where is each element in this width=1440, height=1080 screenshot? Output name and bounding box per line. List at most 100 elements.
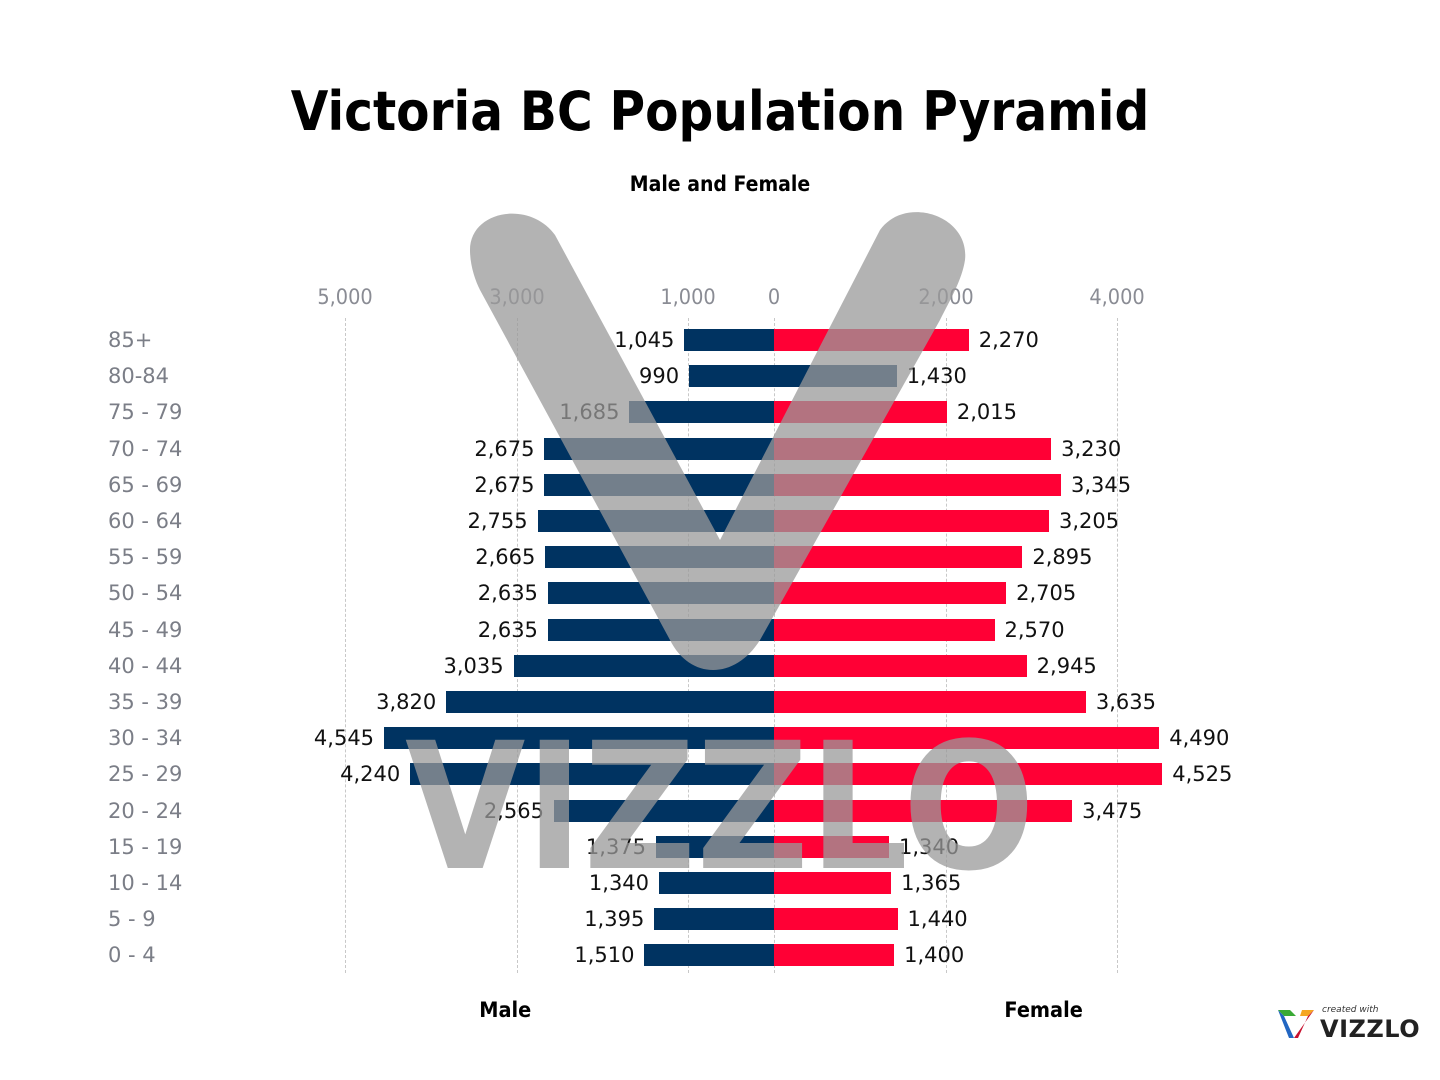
female-bar[interactable]: [774, 835, 889, 858]
gridline: [1117, 318, 1119, 973]
vizzlo-logo-icon: [1278, 1010, 1314, 1038]
age-group-label: 75 - 79: [108, 400, 183, 425]
female-value-label: 3,345: [1071, 472, 1132, 497]
age-group-label: 20 - 24: [108, 798, 183, 823]
female-bar[interactable]: [774, 799, 1073, 822]
male-bar[interactable]: [553, 799, 774, 822]
male-value-label: 2,675: [474, 436, 535, 461]
age-group-label: 35 - 39: [108, 690, 183, 714]
male-bar[interactable]: [513, 654, 774, 677]
female-value-label: 3,230: [1061, 436, 1122, 461]
age-group-label: 40 - 44: [108, 653, 183, 678]
male-bar[interactable]: [656, 835, 774, 858]
male-value-label: 1,685: [559, 400, 620, 425]
male-bar[interactable]: [537, 510, 774, 532]
male-value-label: 990: [638, 364, 680, 389]
age-group-label: 65 - 69: [108, 472, 183, 497]
male-bar[interactable]: [446, 691, 774, 713]
x-tick-label: 4,000: [1089, 285, 1145, 309]
age-group-label: 60 - 64: [108, 509, 183, 533]
male-value-label: 2,635: [477, 617, 538, 642]
age-group-label: 80-84: [108, 364, 170, 389]
female-bar[interactable]: [774, 944, 895, 967]
female-bar[interactable]: [774, 546, 1023, 569]
male-bar[interactable]: [544, 473, 774, 496]
gridline: [516, 318, 518, 973]
male-value-label: 1,510: [574, 943, 635, 968]
female-bar[interactable]: [774, 654, 1027, 677]
x-tick-label: 0: [767, 285, 781, 309]
age-group-label: 55 - 59: [108, 545, 183, 570]
male-value-label: 2,675: [474, 472, 535, 497]
gridline: [345, 318, 346, 973]
male-bar[interactable]: [689, 365, 774, 388]
age-group-label: 70 - 74: [108, 436, 183, 461]
male-value-label: 1,375: [585, 834, 647, 859]
female-bar[interactable]: [774, 763, 1163, 786]
female-bar[interactable]: [774, 872, 892, 894]
male-value-label: 2,565: [483, 798, 544, 823]
female-bar[interactable]: [774, 510, 1049, 532]
male-value-label: 2,755: [467, 509, 528, 533]
female-value-label: 2,705: [1016, 581, 1077, 606]
female-value-label: 2,945: [1036, 653, 1097, 678]
female-bar[interactable]: [774, 473, 1061, 496]
brand-name: VIZZLO: [1320, 1015, 1421, 1043]
age-group-label: 5 - 9: [108, 907, 156, 932]
age-group-label: 10 - 14: [108, 871, 183, 895]
male-value-label: 3,820: [376, 690, 437, 714]
female-value-label: 4,490: [1169, 726, 1230, 751]
x-tick-label: 5,000: [317, 285, 373, 309]
age-group-label: 0 - 4: [108, 943, 156, 968]
female-bar[interactable]: [774, 908, 898, 931]
male-bar[interactable]: [659, 872, 774, 894]
female-bar[interactable]: [774, 401, 947, 424]
female-value-label: 1,365: [901, 871, 962, 895]
female-value-label: 4,525: [1172, 762, 1233, 787]
female-bar[interactable]: [774, 727, 1160, 750]
male-value-label: 3,035: [443, 653, 504, 678]
brand-caption: created with: [1322, 1005, 1379, 1015]
male-value-label: 1,045: [614, 328, 675, 352]
female-value-label: 1,340: [898, 834, 960, 859]
female-bar[interactable]: [774, 618, 995, 641]
age-group-label: 25 - 29: [108, 762, 183, 787]
female-value-label: 3,205: [1058, 509, 1120, 533]
male-bar[interactable]: [384, 727, 774, 750]
male-value-label: 2,635: [477, 581, 538, 606]
age-group-label: 45 - 49: [108, 617, 183, 642]
male-value-label: 1,395: [584, 907, 645, 932]
vizzlo-brand[interactable]: created with VIZZLO: [1276, 1004, 1426, 1044]
chart-title: Victoria BC Population Pyramid: [290, 80, 1150, 143]
male-axis-title: Male: [479, 998, 532, 1022]
male-bar[interactable]: [410, 763, 774, 786]
female-value-label: 2,270: [978, 328, 1039, 352]
male-bar[interactable]: [644, 944, 774, 967]
female-value-label: 1,440: [907, 907, 968, 932]
male-bar[interactable]: [547, 618, 774, 641]
male-bar[interactable]: [545, 546, 774, 569]
female-bar[interactable]: [774, 582, 1007, 605]
age-group-label: 85+: [108, 328, 153, 352]
female-axis-title: Female: [1004, 998, 1083, 1022]
female-value-label: 3,635: [1095, 690, 1156, 714]
male-bar[interactable]: [547, 582, 774, 605]
age-group-label: 15 - 19: [108, 834, 183, 859]
female-value-label: 2,015: [956, 400, 1017, 425]
x-tick-label: 1,000: [660, 285, 716, 309]
female-bar[interactable]: [774, 329, 969, 351]
female-bar[interactable]: [774, 365, 897, 388]
male-bar[interactable]: [629, 401, 774, 424]
female-value-label: 1,430: [906, 364, 967, 389]
male-bar[interactable]: [654, 908, 774, 931]
male-bar[interactable]: [684, 329, 774, 351]
male-bar[interactable]: [544, 437, 774, 460]
female-value-label: 2,570: [1004, 617, 1065, 642]
age-group-label: 50 - 54: [108, 581, 183, 606]
x-tick-label: 2,000: [917, 285, 974, 309]
female-bar[interactable]: [774, 691, 1086, 713]
male-value-label: 4,240: [340, 762, 401, 787]
male-value-label: 2,665: [475, 545, 536, 570]
female-bar[interactable]: [774, 437, 1052, 460]
chart-subtitle: Male and Female: [629, 172, 811, 196]
